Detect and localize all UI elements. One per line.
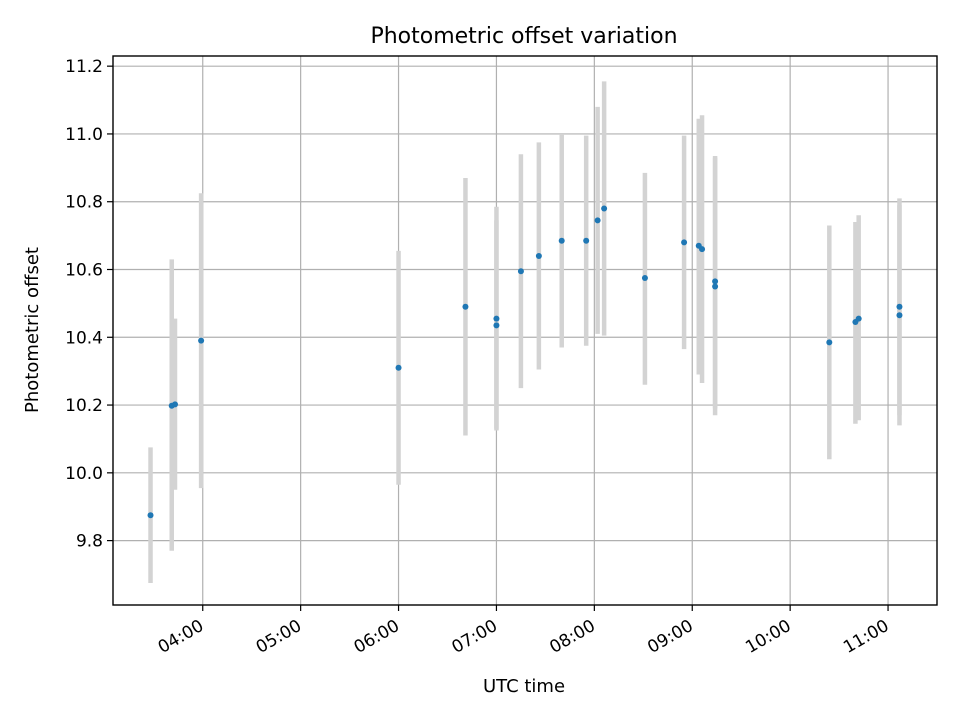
- data-point: [462, 303, 469, 310]
- data-point: [493, 322, 500, 329]
- y-tick-label: 9.8: [76, 532, 103, 552]
- y-tick-label: 10.4: [65, 328, 103, 348]
- data-point: [395, 364, 402, 371]
- data-points: [147, 205, 903, 519]
- y-axis-label: Photometric offset: [22, 247, 43, 413]
- data-point: [826, 339, 833, 346]
- data-point: [601, 205, 608, 212]
- data-point: [594, 217, 601, 224]
- plot-frame: [112, 55, 938, 606]
- chart-title: Photometric offset variation: [370, 24, 677, 49]
- data-point: [535, 252, 542, 259]
- data-point: [493, 315, 500, 322]
- data-point: [172, 401, 179, 408]
- data-point: [641, 274, 648, 281]
- data-point: [583, 237, 590, 244]
- y-tick-label: 10.8: [65, 193, 103, 213]
- data-point: [896, 312, 903, 319]
- y-tick-label: 10.6: [65, 261, 103, 281]
- data-point: [855, 315, 862, 322]
- data-point: [558, 237, 565, 244]
- y-axis-ticks: 9.8 10.0 10.2 10.4 10.6 10.8 11.0 11.2: [65, 57, 113, 552]
- data-point: [699, 246, 706, 253]
- data-point: [896, 303, 903, 310]
- data-point: [517, 268, 524, 275]
- data-point: [147, 512, 154, 519]
- y-tick-label: 11.0: [65, 125, 103, 145]
- y-tick-label: 11.2: [65, 57, 103, 77]
- data-point: [681, 239, 688, 246]
- grid: [113, 56, 937, 605]
- y-tick-label: 10.0: [65, 464, 103, 484]
- data-point: [712, 283, 719, 290]
- data-point: [712, 278, 719, 285]
- x-axis-label: UTC time: [483, 676, 565, 697]
- y-tick-label: 10.2: [65, 396, 103, 416]
- data-point: [198, 337, 205, 344]
